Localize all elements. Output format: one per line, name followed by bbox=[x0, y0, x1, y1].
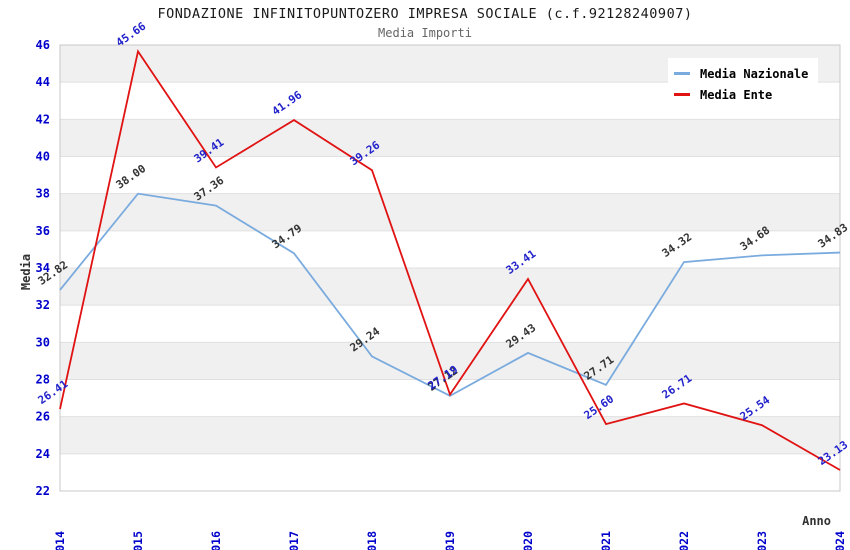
svg-text:2023: 2023 bbox=[755, 531, 769, 550]
svg-text:2024: 2024 bbox=[833, 531, 847, 550]
legend-line-swatch-ente bbox=[674, 93, 690, 96]
legend-item-media-nazionale: Media Nazionale bbox=[674, 63, 812, 84]
svg-text:2020: 2020 bbox=[521, 531, 535, 550]
svg-text:28: 28 bbox=[36, 373, 50, 387]
series-lines bbox=[59, 49, 841, 471]
svg-text:36: 36 bbox=[36, 224, 50, 238]
svg-text:2022: 2022 bbox=[677, 531, 691, 550]
x-axis-title: Anno bbox=[802, 514, 831, 528]
legend-label: Media Ente bbox=[700, 87, 773, 102]
y-axis-title: Media bbox=[19, 254, 33, 290]
plot-border bbox=[59, 44, 841, 492]
svg-text:46: 46 bbox=[36, 38, 50, 52]
svg-text:42: 42 bbox=[36, 112, 50, 126]
svg-text:34: 34 bbox=[36, 261, 50, 275]
legend-label: Media Nazionale bbox=[700, 66, 809, 81]
x-tick-labels: 2014 2015 2016 2017 2018 2019 2020 2021 2022 2023… bbox=[53, 531, 847, 550]
svg-text:2016: 2016 bbox=[209, 531, 223, 550]
svg-text:2018: 2018 bbox=[365, 531, 379, 550]
svg-text:22: 22 bbox=[36, 484, 50, 498]
svg-text:2017: 2017 bbox=[287, 531, 301, 550]
chart-subtitle: Media Importi bbox=[378, 26, 472, 40]
svg-text:2019: 2019 bbox=[443, 531, 457, 550]
svg-text:32: 32 bbox=[36, 298, 50, 312]
chart-title: FONDAZIONE INFINITOPUNTOZERO IMPRESA SOC… bbox=[157, 6, 693, 22]
svg-text:2014: 2014 bbox=[53, 531, 67, 550]
svg-text:24: 24 bbox=[36, 447, 50, 461]
svg-text:44: 44 bbox=[36, 75, 50, 89]
svg-text:40: 40 bbox=[36, 150, 50, 164]
y-tick-labels: 22 24 26 28 30 32 34 36 38 40 42 44 46 bbox=[36, 38, 50, 498]
svg-text:26: 26 bbox=[36, 410, 50, 424]
svg-text:38: 38 bbox=[36, 187, 50, 201]
legend: Media Nazionale Media Ente bbox=[668, 58, 818, 110]
legend-line-swatch-nazionale bbox=[674, 72, 690, 75]
svg-text:30: 30 bbox=[36, 335, 50, 349]
legend-item-media-ente: Media Ente bbox=[674, 84, 812, 105]
svg-text:2021: 2021 bbox=[599, 531, 613, 550]
svg-text:2015: 2015 bbox=[131, 531, 145, 550]
